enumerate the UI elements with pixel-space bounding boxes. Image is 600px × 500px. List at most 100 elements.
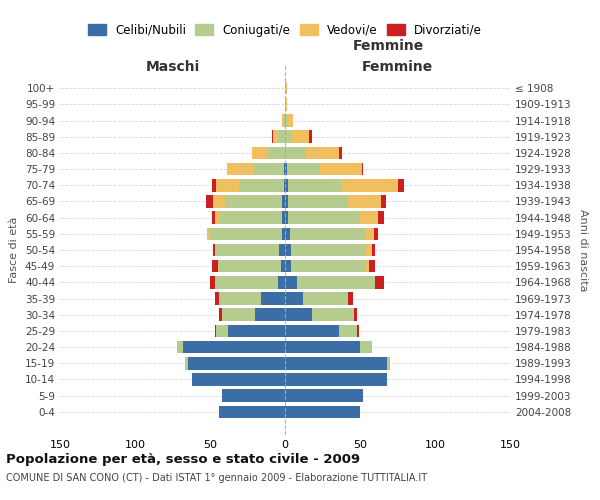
Bar — [228, 324, 285, 337]
Bar — [285, 357, 387, 370]
Bar — [291, 130, 309, 143]
Bar — [212, 179, 216, 192]
Y-axis label: Anni di nascita: Anni di nascita — [578, 209, 588, 291]
Text: Femmine: Femmine — [353, 39, 424, 53]
Bar — [213, 244, 215, 256]
Bar — [285, 406, 360, 418]
Bar — [366, 244, 372, 256]
Bar — [219, 212, 282, 224]
Bar — [216, 179, 239, 192]
Legend: Celibi/Nubili, Coniugati/e, Vedovi/e, Divorziati/e: Celibi/Nubili, Coniugati/e, Vedovi/e, Di… — [83, 19, 487, 42]
Bar — [252, 146, 267, 159]
Bar — [354, 308, 357, 321]
Bar — [227, 163, 254, 175]
Bar — [285, 260, 291, 272]
Bar — [375, 276, 384, 288]
Bar — [285, 276, 297, 288]
Bar — [185, 357, 187, 370]
Bar — [285, 82, 287, 94]
Bar — [215, 212, 219, 224]
Bar — [339, 324, 357, 337]
Bar — [360, 341, 372, 353]
Bar — [271, 130, 273, 143]
Bar — [216, 324, 228, 337]
Bar — [357, 324, 359, 337]
Bar — [215, 292, 219, 305]
Bar — [285, 130, 291, 143]
Bar — [277, 276, 285, 288]
Bar — [303, 292, 348, 305]
Bar — [219, 292, 261, 305]
Bar — [297, 276, 375, 288]
Bar — [284, 163, 285, 175]
Bar — [285, 179, 288, 192]
Bar — [291, 244, 366, 256]
Bar — [284, 179, 285, 192]
Bar — [285, 292, 303, 305]
Bar — [381, 195, 386, 208]
Bar — [378, 212, 384, 224]
Bar — [216, 244, 279, 256]
Bar — [212, 260, 218, 272]
Bar — [365, 228, 373, 240]
Bar — [282, 212, 285, 224]
Text: COMUNE DI SAN CONO (CT) - Dati ISTAT 1° gennaio 2009 - Elaborazione TUTTITALIA.I: COMUNE DI SAN CONO (CT) - Dati ISTAT 1° … — [6, 473, 427, 483]
Bar — [261, 292, 285, 305]
Bar — [255, 308, 285, 321]
Bar — [187, 357, 285, 370]
Bar — [285, 244, 291, 256]
Bar — [213, 195, 225, 208]
Bar — [207, 228, 210, 240]
Bar — [291, 260, 366, 272]
Bar — [398, 179, 404, 192]
Bar — [285, 341, 360, 353]
Bar — [373, 228, 378, 240]
Y-axis label: Fasce di età: Fasce di età — [10, 217, 19, 283]
Bar — [284, 114, 285, 127]
Bar — [218, 260, 281, 272]
Bar — [212, 212, 215, 224]
Bar — [285, 98, 287, 110]
Bar — [348, 292, 353, 305]
Bar — [215, 324, 216, 337]
Bar — [219, 308, 222, 321]
Bar — [288, 212, 360, 224]
Bar — [285, 324, 339, 337]
Bar — [273, 130, 277, 143]
Bar — [320, 163, 361, 175]
Bar — [312, 308, 354, 321]
Bar — [348, 195, 381, 208]
Bar — [290, 228, 365, 240]
Bar — [360, 212, 378, 224]
Bar — [215, 244, 216, 256]
Bar — [341, 179, 398, 192]
Bar — [277, 130, 285, 143]
Bar — [285, 308, 312, 321]
Bar — [219, 406, 285, 418]
Bar — [369, 260, 375, 272]
Text: Popolazione per età, sesso e stato civile - 2009: Popolazione per età, sesso e stato civil… — [6, 452, 360, 466]
Bar — [287, 114, 293, 127]
Bar — [288, 195, 348, 208]
Bar — [267, 146, 285, 159]
Bar — [339, 146, 342, 159]
Bar — [210, 228, 282, 240]
Bar — [205, 195, 213, 208]
Bar — [288, 179, 341, 192]
Bar — [222, 308, 255, 321]
Bar — [285, 146, 306, 159]
Bar — [285, 195, 288, 208]
Bar — [387, 357, 390, 370]
Bar — [183, 341, 285, 353]
Bar — [222, 390, 285, 402]
Bar — [285, 390, 363, 402]
Bar — [192, 373, 285, 386]
Bar — [254, 163, 284, 175]
Bar — [225, 195, 282, 208]
Bar — [366, 260, 369, 272]
Bar — [306, 146, 339, 159]
Text: Maschi: Maschi — [145, 60, 200, 74]
Text: Femmine: Femmine — [362, 60, 433, 74]
Bar — [309, 130, 312, 143]
Bar — [282, 114, 284, 127]
